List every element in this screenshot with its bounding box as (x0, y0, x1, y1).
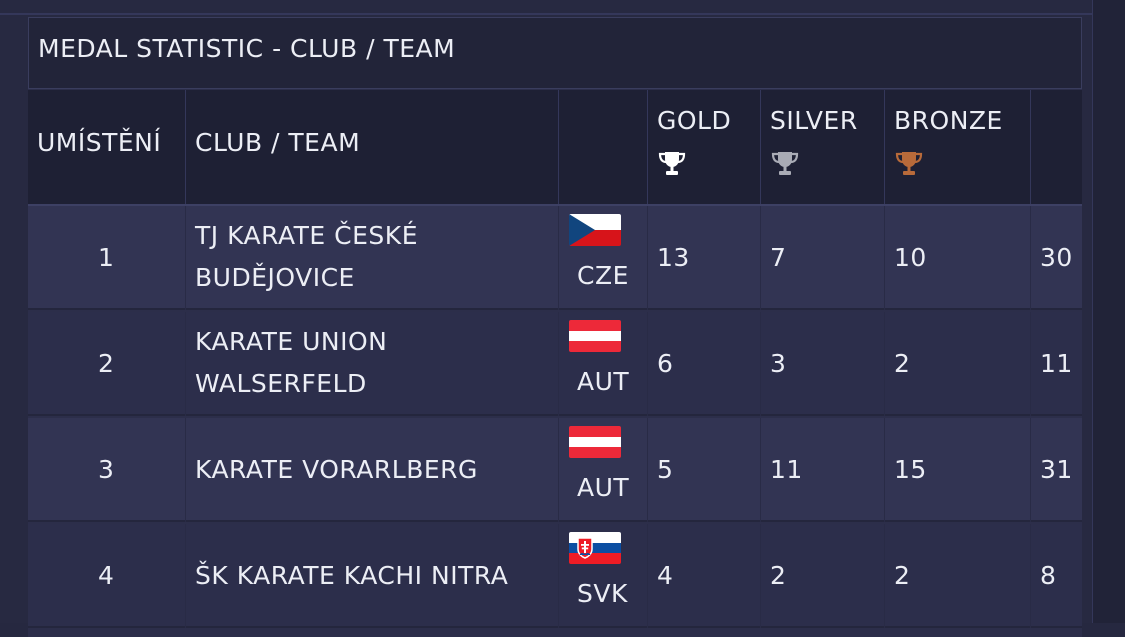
header-silver-label: SILVER (770, 106, 858, 135)
table-row: 3 KARATE VORARLBERG AUT 5 11 15 (28, 418, 1082, 522)
rank-value: 4 (98, 555, 114, 597)
panel-header: MEDAL STATISTIC - CLUB / TEAM (28, 17, 1082, 89)
total-count: 31 (1040, 449, 1073, 491)
header-club-label: CLUB / TEAM (195, 128, 360, 157)
czech-flag-icon (569, 214, 621, 246)
club-name-line2: BUDĚJOVICE (195, 257, 355, 299)
silver-cell: 11 (761, 418, 885, 522)
silver-cell: 3 (761, 312, 885, 416)
gold-cell: 13 (648, 206, 761, 310)
bronze-count: 15 (894, 449, 927, 491)
country-cell: AUT (559, 418, 648, 522)
bronze-count: 2 (894, 555, 910, 597)
silver-count: 3 (770, 343, 786, 385)
club-cell: TJ KARATE ČESKÉ BUDĚJOVICE (186, 206, 559, 310)
header-rank-cell: UMÍSTĚNÍ (28, 90, 186, 204)
rank-cell: 3 (28, 418, 186, 522)
total-count: 8 (1040, 555, 1056, 597)
right-edge-strip (1092, 0, 1125, 623)
country-code: AUT (577, 367, 629, 396)
gold-count: 5 (657, 449, 673, 491)
table-row: 2 KARATE UNION WALSERFELD AUT 6 3 (28, 312, 1082, 416)
total-cell: 11 (1031, 312, 1082, 416)
silver-count: 2 (770, 555, 786, 597)
gold-count: 6 (657, 343, 673, 385)
gold-cell: 6 (648, 312, 761, 416)
gold-cell: 4 (648, 524, 761, 628)
header-bronze-cell: BRONZE (885, 90, 1031, 204)
club-name-line1: KARATE VORARLBERG (195, 449, 478, 491)
rank-value: 3 (98, 449, 114, 491)
total-count: 11 (1040, 343, 1073, 385)
country-code: AUT (577, 473, 629, 502)
bronze-count: 10 (894, 237, 927, 279)
gold-count: 13 (657, 237, 690, 279)
header-total-cell (1031, 90, 1082, 204)
table-row: 4 ŠK KARATE KACHI NITRA SVK (28, 524, 1082, 628)
table-row: 1 TJ KARATE ČESKÉ BUDĚJOVICE CZE 13 7 (28, 206, 1082, 310)
screen-background: MEDAL STATISTIC - CLUB / TEAM UMÍSTĚNÍ C… (0, 0, 1125, 623)
club-cell: KARATE UNION WALSERFELD (186, 312, 559, 416)
rank-cell: 4 (28, 524, 186, 628)
gold-trophy-icon (657, 149, 687, 179)
austria-flag-icon (569, 426, 621, 458)
header-rank-label: UMÍSTĚNÍ (37, 128, 161, 157)
total-cell: 31 (1031, 418, 1082, 522)
rank-cell: 1 (28, 206, 186, 310)
silver-trophy-icon (770, 149, 800, 179)
rank-value: 1 (98, 237, 114, 279)
country-code: SVK (577, 579, 628, 608)
header-club-cell: CLUB / TEAM (186, 90, 559, 204)
header-silver-cell: SILVER (761, 90, 885, 204)
club-name-line1: TJ KARATE ČESKÉ (195, 215, 418, 257)
header-bronze-label: BRONZE (894, 106, 1003, 135)
bronze-cell: 2 (885, 312, 1031, 416)
country-cell: CZE (559, 206, 648, 310)
header-gold-cell: GOLD (648, 90, 761, 204)
medal-statistic-panel: MEDAL STATISTIC - CLUB / TEAM UMÍSTĚNÍ C… (28, 17, 1082, 637)
gold-cell: 5 (648, 418, 761, 522)
silver-cell: 2 (761, 524, 885, 628)
club-name-line1: KARATE UNION (195, 321, 387, 363)
header-gold-label: GOLD (657, 106, 731, 135)
rank-cell: 2 (28, 312, 186, 416)
silver-count: 7 (770, 237, 786, 279)
bronze-cell: 2 (885, 524, 1031, 628)
club-name-line1: ŠK KARATE KACHI NITRA (195, 555, 508, 597)
panel-title: MEDAL STATISTIC - CLUB / TEAM (38, 34, 455, 63)
total-cell: 8 (1031, 524, 1082, 628)
total-cell: 30 (1031, 206, 1082, 310)
slovakia-flag-icon (569, 532, 621, 564)
club-cell: ŠK KARATE KACHI NITRA (186, 524, 559, 628)
club-cell: KARATE VORARLBERG (186, 418, 559, 522)
country-code: CZE (577, 261, 629, 290)
rank-value: 2 (98, 343, 114, 385)
silver-count: 11 (770, 449, 803, 491)
table-header-row: UMÍSTĚNÍ CLUB / TEAM GOLD SILVER (28, 90, 1082, 206)
country-cell: SVK (559, 524, 648, 628)
bronze-cell: 10 (885, 206, 1031, 310)
bronze-cell: 15 (885, 418, 1031, 522)
header-flag-cell (559, 90, 648, 204)
austria-flag-icon (569, 320, 621, 352)
top-divider (0, 13, 1093, 15)
total-count: 30 (1040, 237, 1073, 279)
club-name-line2: WALSERFELD (195, 363, 367, 405)
silver-cell: 7 (761, 206, 885, 310)
country-cell: AUT (559, 312, 648, 416)
bronze-count: 2 (894, 343, 910, 385)
gold-count: 4 (657, 555, 673, 597)
bronze-trophy-icon (894, 149, 924, 179)
